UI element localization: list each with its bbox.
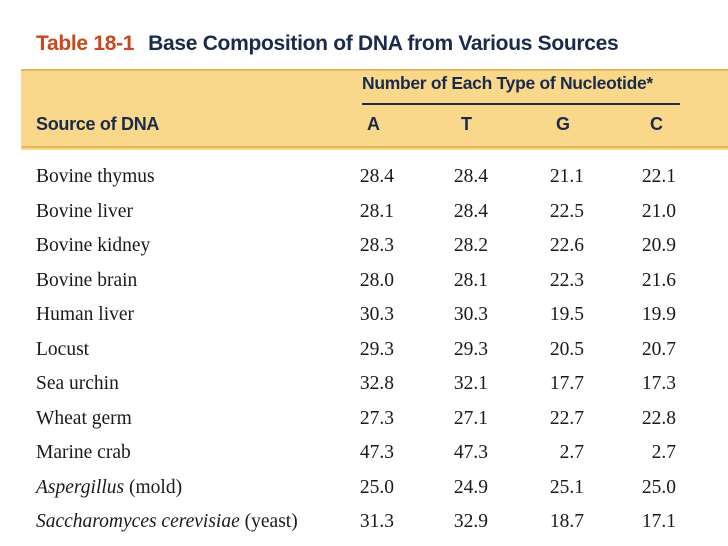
table-row: Sea urchin 32.8 32.1 17.7 17.3 bbox=[0, 369, 728, 404]
a-value-cell: 47.3 bbox=[359, 442, 394, 463]
a-value-cell: 25.0 bbox=[359, 476, 394, 498]
t-value-cell: 32.1 bbox=[453, 373, 488, 394]
t-value-cell: 28.4 bbox=[453, 200, 488, 222]
source-cell: Aspergillus (mold) bbox=[36, 476, 183, 498]
g-value-cell: 21.1 bbox=[549, 166, 584, 187]
g-value-cell: 19.5 bbox=[549, 304, 584, 325]
t-value-cell: 24.9 bbox=[453, 476, 488, 498]
t-value-cell: 27.1 bbox=[453, 407, 488, 429]
t-value-cell: 29.3 bbox=[453, 338, 488, 360]
c-value-cell: 20.9 bbox=[641, 235, 676, 256]
g-value-cell: 22.6 bbox=[549, 235, 584, 256]
source-cell: Bovine thymus bbox=[36, 166, 155, 187]
a-value-cell: 31.3 bbox=[359, 511, 394, 532]
c-value-cell: 2.7 bbox=[651, 442, 676, 463]
table-body: Bovine thymus 28.4 28.4 21.1 22.1 Bovine… bbox=[0, 162, 728, 542]
table-row: Bovine brain 28.0 28.1 22.3 21.6 bbox=[0, 266, 728, 301]
table-title: Base Composition of DNA from Various Sou… bbox=[148, 32, 619, 55]
nucleotide-spanner-heading: Number of Each Type of Nucleotide* bbox=[362, 73, 653, 93]
g-value-cell: 22.7 bbox=[549, 407, 584, 429]
table-row: Locust 29.3 29.3 20.5 20.7 bbox=[0, 335, 728, 370]
c-value-cell: 21.6 bbox=[641, 269, 676, 291]
header-bottom-rule bbox=[21, 146, 728, 148]
g-value-cell: 18.7 bbox=[549, 511, 584, 532]
g-value-cell: 20.5 bbox=[549, 338, 584, 360]
c-value-cell: 17.1 bbox=[641, 511, 676, 532]
table-caption: Table 18-1 Base Composition of DNA from V… bbox=[36, 32, 619, 56]
c-value-cell: 20.7 bbox=[641, 338, 676, 360]
a-value-cell: 28.1 bbox=[359, 200, 394, 222]
a-value-cell: 28.4 bbox=[359, 166, 394, 187]
a-value-cell: 28.3 bbox=[359, 235, 394, 256]
t-value-cell: 28.2 bbox=[453, 235, 488, 256]
table-number: Table 18-1 bbox=[36, 32, 135, 55]
table-row: Aspergillus (mold) 25.0 24.9 25.1 25.0 bbox=[0, 473, 728, 508]
c-value-cell: 22.8 bbox=[641, 407, 676, 429]
t-value-cell: 28.1 bbox=[453, 269, 488, 291]
g-value-cell: 25.1 bbox=[549, 476, 584, 498]
c-value-cell: 22.1 bbox=[641, 166, 676, 187]
c-value-cell: 21.0 bbox=[641, 200, 676, 222]
g-value-cell: 22.5 bbox=[549, 200, 584, 222]
source-cell: Sea urchin bbox=[36, 373, 119, 394]
table-header-band bbox=[21, 69, 728, 150]
source-cell: Locust bbox=[36, 338, 90, 360]
source-cell: Marine crab bbox=[36, 442, 131, 463]
source-cell: Bovine brain bbox=[36, 269, 138, 291]
table-row: Bovine liver 28.1 28.4 22.5 21.0 bbox=[0, 197, 728, 232]
a-value-cell: 29.3 bbox=[359, 338, 394, 360]
source-cell: Bovine kidney bbox=[36, 235, 151, 256]
table-row: Wheat germ 27.3 27.1 22.7 22.8 bbox=[0, 404, 728, 439]
t-value-cell: 30.3 bbox=[453, 304, 488, 325]
c-value-cell: 17.3 bbox=[641, 373, 676, 394]
t-value-cell: 28.4 bbox=[453, 166, 488, 187]
source-cell: Bovine liver bbox=[36, 200, 133, 222]
table-row: Marine crab 47.3 47.3 2.7 2.7 bbox=[0, 438, 728, 473]
t-value-cell: 32.9 bbox=[453, 511, 488, 532]
table-row: Human liver 30.3 30.3 19.5 19.9 bbox=[0, 300, 728, 335]
table-row: Bovine thymus 28.4 28.4 21.1 22.1 bbox=[0, 162, 728, 197]
g-value-cell: 17.7 bbox=[549, 373, 584, 394]
a-value-cell: 28.0 bbox=[359, 269, 394, 291]
t-value-cell: 47.3 bbox=[453, 442, 488, 463]
a-value-cell: 27.3 bbox=[359, 407, 394, 429]
source-column-heading: Source of DNA bbox=[36, 114, 160, 134]
source-cell: Human liver bbox=[36, 304, 135, 325]
table-row: Bovine kidney 28.3 28.2 22.6 20.9 bbox=[0, 231, 728, 266]
a-value-cell: 32.8 bbox=[359, 373, 394, 394]
source-cell: Saccharomyces cerevisiae (yeast) bbox=[36, 511, 298, 532]
a-value-cell: 30.3 bbox=[359, 304, 394, 325]
spanner-rule bbox=[362, 103, 680, 105]
source-cell: Wheat germ bbox=[36, 407, 132, 429]
column-heading-g: G bbox=[556, 114, 571, 134]
g-value-cell: 22.3 bbox=[549, 269, 584, 291]
c-value-cell: 25.0 bbox=[641, 476, 676, 498]
column-heading-c: C bbox=[650, 114, 663, 134]
column-heading-t: T bbox=[461, 114, 472, 134]
c-value-cell: 19.9 bbox=[641, 304, 676, 325]
table-row: Saccharomyces cerevisiae (yeast) 31.3 32… bbox=[0, 507, 728, 542]
g-value-cell: 2.7 bbox=[559, 442, 584, 463]
column-heading-a: A bbox=[367, 114, 380, 134]
